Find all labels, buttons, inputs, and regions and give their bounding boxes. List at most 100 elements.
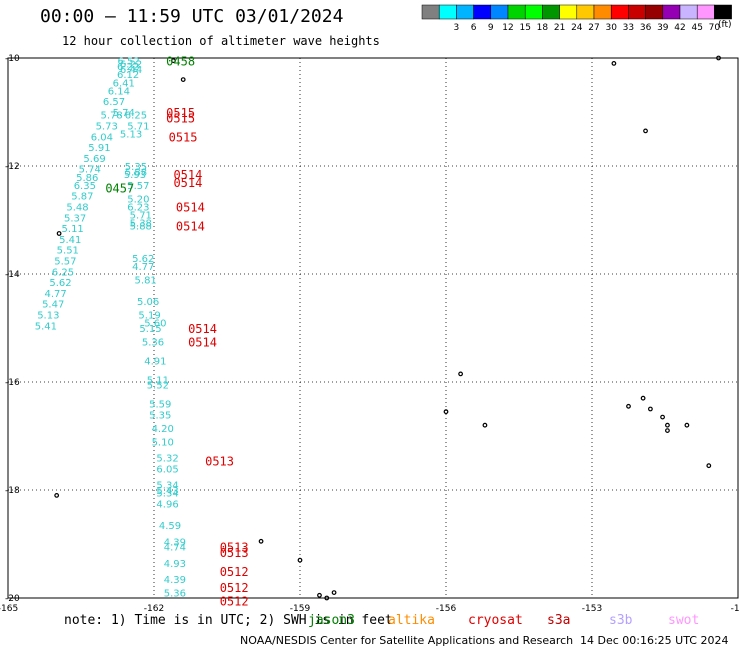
colorbar-swatch	[438, 4, 457, 20]
colorbar-swatch	[714, 4, 732, 20]
colorbar-label: 6	[471, 23, 477, 33]
island-outline	[665, 428, 670, 434]
colorbar-label: 42	[674, 23, 685, 33]
colorbar-swatch	[456, 4, 474, 20]
colorbar-label: 12	[502, 23, 513, 33]
swh-value: 4.39	[164, 537, 186, 548]
colorbar-label: 39	[657, 23, 669, 33]
island-outline	[297, 557, 303, 563]
island-outline	[640, 395, 646, 401]
colorbar-swatch	[696, 4, 715, 20]
generated-timestamp: 14 Dec 00:16:25 UTC 2024	[580, 634, 729, 647]
colorbar-label: 70	[709, 23, 721, 33]
map-frame	[7, 57, 739, 599]
pass-time-label: 0513	[205, 454, 234, 468]
swh-value: 4.77	[132, 262, 154, 273]
swh-value: 5.74	[79, 165, 101, 176]
satellite-legend-cryosat: cryosat	[468, 613, 523, 628]
pass-time-label: 0512	[220, 581, 249, 595]
map-subtitle: 12 hour collection of altimeter wave hei…	[62, 34, 380, 48]
pass-time-label: 0513	[220, 541, 249, 555]
swh-value: 5.48	[66, 203, 88, 214]
swh-value: 4.91	[144, 356, 166, 367]
swh-value: 5.20	[127, 194, 149, 205]
swh-value: 5.32	[156, 454, 178, 465]
colorbar-swatch	[628, 4, 646, 20]
lat-tick-label: -20	[5, 594, 20, 604]
island-outline	[482, 422, 488, 428]
swh-value: 5.60	[144, 319, 166, 330]
island-outline	[258, 538, 264, 544]
swh-value: 5.86	[76, 173, 98, 184]
swh-value: 5.43	[156, 486, 178, 497]
island-outline	[684, 422, 690, 428]
lon-tick-label: -159	[290, 604, 311, 614]
swh-value: 6.25	[52, 267, 74, 278]
swh-value: 5.35	[125, 162, 147, 173]
pass-time-label: 0514	[173, 168, 202, 182]
island-outline	[716, 55, 721, 61]
island-outline	[706, 463, 712, 469]
swh-value: 6.04	[91, 132, 113, 143]
colorbar-swatch	[490, 4, 509, 20]
swh-value: 5.10	[152, 437, 174, 448]
satellite-legend-altika: altika	[388, 613, 435, 628]
colorbar-swatch	[421, 4, 440, 20]
pass-time-label: 0513	[220, 546, 249, 560]
swh-value: 6.22	[117, 62, 139, 73]
swh-value: 5.38	[130, 219, 152, 230]
island-outline	[648, 406, 653, 412]
island-outline	[171, 58, 176, 64]
swh-value: 5.57	[127, 181, 149, 192]
satellite-legend-s3b: s3b	[609, 613, 633, 628]
swh-value: 5.81	[135, 275, 157, 286]
swh-value: 6.14	[108, 86, 130, 97]
colorbar-label: 18	[537, 23, 549, 33]
island-outline	[331, 590, 337, 595]
swh-value: 5.15	[139, 324, 161, 335]
swh-value: 5.36	[142, 338, 164, 349]
swh-value: 5.88	[125, 167, 147, 178]
colorbar-label: 21	[554, 23, 565, 33]
swh-value: 6.57	[103, 97, 125, 108]
swh-value: 5.41	[59, 235, 81, 246]
colorbar-swatch	[593, 4, 612, 20]
pass-time-label: 0514	[188, 322, 217, 336]
swh-value: 6.23	[127, 203, 149, 214]
swh-value: 6.22	[120, 59, 142, 70]
colorbar-label: 3	[454, 23, 460, 33]
swh-value: 5.93	[124, 170, 146, 181]
swh-value: 6.44	[120, 65, 142, 76]
swh-value: 5.91	[88, 143, 110, 154]
swh-value: 5.37	[64, 213, 86, 224]
swh-value: 5.35	[149, 410, 171, 421]
swh-value: 5.34	[156, 489, 178, 500]
swh-value: 4.20	[152, 424, 174, 435]
colorbar-swatch	[559, 4, 578, 20]
swh-value: 5.11	[62, 224, 84, 235]
island-outline	[626, 403, 631, 409]
lat-tick-label: -16	[5, 378, 20, 388]
island-outline	[443, 409, 449, 415]
island-outline	[458, 371, 464, 377]
satellite-legend-swot: swot	[668, 613, 700, 628]
lat-tick-label: -10	[5, 54, 20, 64]
lon-tick-label: -153	[582, 604, 602, 614]
swh-value: 6.52	[118, 57, 140, 68]
swh-value: 5.51	[57, 246, 79, 257]
lon-tick-label: -165	[0, 604, 18, 614]
credit-text: NOAA/NESDIS Center for Satellite Applica…	[240, 634, 574, 647]
colorbar-swatch	[645, 4, 664, 20]
island-outline	[54, 493, 60, 498]
swh-value: 5.13	[120, 130, 142, 141]
swh-value: 5.74	[113, 108, 135, 119]
lat-tick-label: -14	[5, 270, 20, 280]
colorbar-swatch	[507, 4, 526, 20]
pass-time-label: 0515	[166, 111, 195, 125]
pass-time-label: 0515	[166, 106, 195, 120]
pass-time-label: 0514	[176, 219, 205, 233]
colorbar-swatch	[473, 4, 492, 20]
note-text: note: 1) Time is in UTC; 2) SWH is in fe…	[64, 613, 393, 628]
swh-value: 5.52	[147, 381, 169, 392]
lon-tick-label: -156	[436, 604, 457, 614]
